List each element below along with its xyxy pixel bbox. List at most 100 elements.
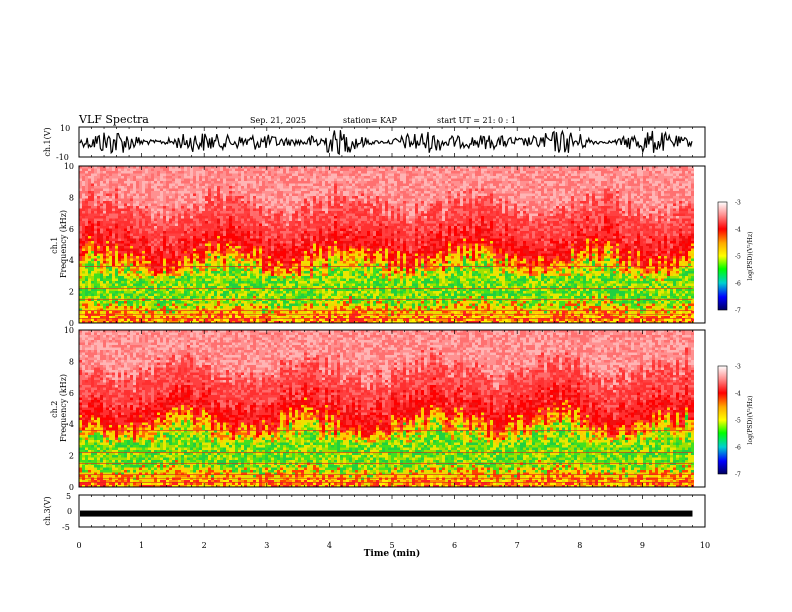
spectrogram-cell	[115, 184, 118, 187]
spectrogram-cell	[127, 206, 130, 209]
spectrogram-cell	[124, 281, 127, 284]
spectrogram-cell	[130, 274, 133, 277]
spectrogram-cell	[148, 311, 151, 314]
spectrogram-cell	[109, 276, 112, 279]
spectrogram-cell	[181, 189, 184, 192]
spectrogram-cell	[133, 294, 136, 297]
spectrogram-cell	[118, 251, 121, 254]
spectrogram-cell	[139, 186, 142, 189]
spectrogram-cell	[133, 301, 136, 304]
spectrogram-cell	[130, 224, 133, 227]
spectrogram-cell	[184, 171, 187, 174]
spectrogram-cell	[172, 171, 175, 174]
spectrogram-cell	[142, 231, 145, 234]
spectrogram-cell	[127, 214, 130, 217]
spectrogram-cell	[118, 186, 121, 189]
spectrogram-cell	[124, 196, 127, 199]
spectrogram-cell	[142, 246, 145, 249]
spectrogram-cell	[100, 246, 103, 249]
spectrogram-cell	[88, 229, 91, 232]
spectrogram-cell	[187, 219, 190, 222]
spectrogram-cell	[136, 296, 139, 299]
spectrogram-cell	[139, 274, 142, 277]
spectrogram-cell	[130, 179, 133, 182]
spectrogram-cell	[175, 289, 178, 292]
spectrogram-cell	[193, 214, 196, 217]
spectrogram-cell	[160, 289, 163, 292]
spectrogram-cell	[106, 181, 109, 184]
spectrogram-cell	[85, 276, 88, 279]
spectrogram-cell	[172, 254, 175, 257]
spectrogram-cell	[193, 229, 196, 232]
spectrogram-cell	[130, 246, 133, 249]
spectrogram-cell	[142, 224, 145, 227]
spectrogram-cell	[82, 304, 85, 307]
spectrogram-cell	[142, 296, 145, 299]
spectrogram-cell	[82, 174, 85, 177]
spectrogram-cell	[82, 226, 85, 229]
spectrogram-cell	[151, 281, 154, 284]
spectrogram-cell	[94, 221, 97, 224]
spectrogram-cell	[118, 201, 121, 204]
spectrogram-cell	[109, 269, 112, 272]
spectrogram-cell	[154, 171, 157, 174]
spectrogram-cell	[190, 294, 193, 297]
spectrogram-cell	[103, 306, 106, 309]
spectrogram-cell	[145, 304, 148, 307]
spectrogram-cell	[154, 211, 157, 214]
spectrogram-cell	[151, 179, 154, 182]
spectrogram-cell	[172, 231, 175, 234]
spectrogram-cell	[190, 281, 193, 284]
spectrogram-cell	[175, 174, 178, 177]
spectrogram-cell	[133, 201, 136, 204]
spectrogram-cell	[130, 249, 133, 252]
spectrogram-cell	[82, 209, 85, 212]
spectrogram-cell	[163, 211, 166, 214]
spectrogram-cell	[103, 284, 106, 287]
spectrogram-cell	[193, 224, 196, 227]
spectrogram-cell	[121, 171, 124, 174]
spectrogram-cell	[109, 191, 112, 194]
spectrogram-cell	[193, 256, 196, 259]
spectrogram-cell	[88, 249, 91, 252]
spectrogram-cell	[109, 259, 112, 262]
spectrogram-cell	[184, 306, 187, 309]
spectrogram-cell	[163, 244, 166, 247]
spectrogram-cell	[139, 306, 142, 309]
spectrogram-cell	[190, 246, 193, 249]
spectrogram-cell	[151, 284, 154, 287]
spectrogram-cell	[178, 196, 181, 199]
spectrogram-cell	[115, 201, 118, 204]
spectrogram-cell	[97, 294, 100, 297]
spectrogram-cell	[169, 244, 172, 247]
spectrogram-cell	[160, 256, 163, 259]
spectrogram-cell	[103, 244, 106, 247]
spectrogram-cell	[157, 296, 160, 299]
spectrogram-cell	[133, 221, 136, 224]
spectrogram-cell	[139, 296, 142, 299]
spectrogram-cell	[127, 241, 130, 244]
spectrogram-cell	[154, 231, 157, 234]
spectrogram-cell	[142, 201, 145, 204]
spectrogram-cell	[127, 294, 130, 297]
spectrogram-cell	[118, 241, 121, 244]
spectrogram-cell	[166, 269, 169, 272]
spectrogram-cell	[133, 236, 136, 239]
spectrogram-cell	[154, 296, 157, 299]
spectrogram-cell	[88, 184, 91, 187]
spectrogram-cell	[121, 194, 124, 197]
spectrogram-cell	[118, 246, 121, 249]
spectrogram-cell	[112, 191, 115, 194]
spectrogram-cell	[142, 294, 145, 297]
spectrogram-cell	[151, 234, 154, 237]
spectrogram-cell	[136, 314, 139, 317]
spectrogram-cell	[190, 194, 193, 197]
spectrogram-cell	[127, 226, 130, 229]
spectrogram-cell	[166, 256, 169, 259]
spectrogram-cell	[154, 276, 157, 279]
spectrogram-cell	[166, 274, 169, 277]
spectrogram-cell	[142, 301, 145, 304]
spectrogram-cell	[136, 241, 139, 244]
spectrogram-cell	[193, 204, 196, 207]
spectrogram-cell	[91, 254, 94, 257]
